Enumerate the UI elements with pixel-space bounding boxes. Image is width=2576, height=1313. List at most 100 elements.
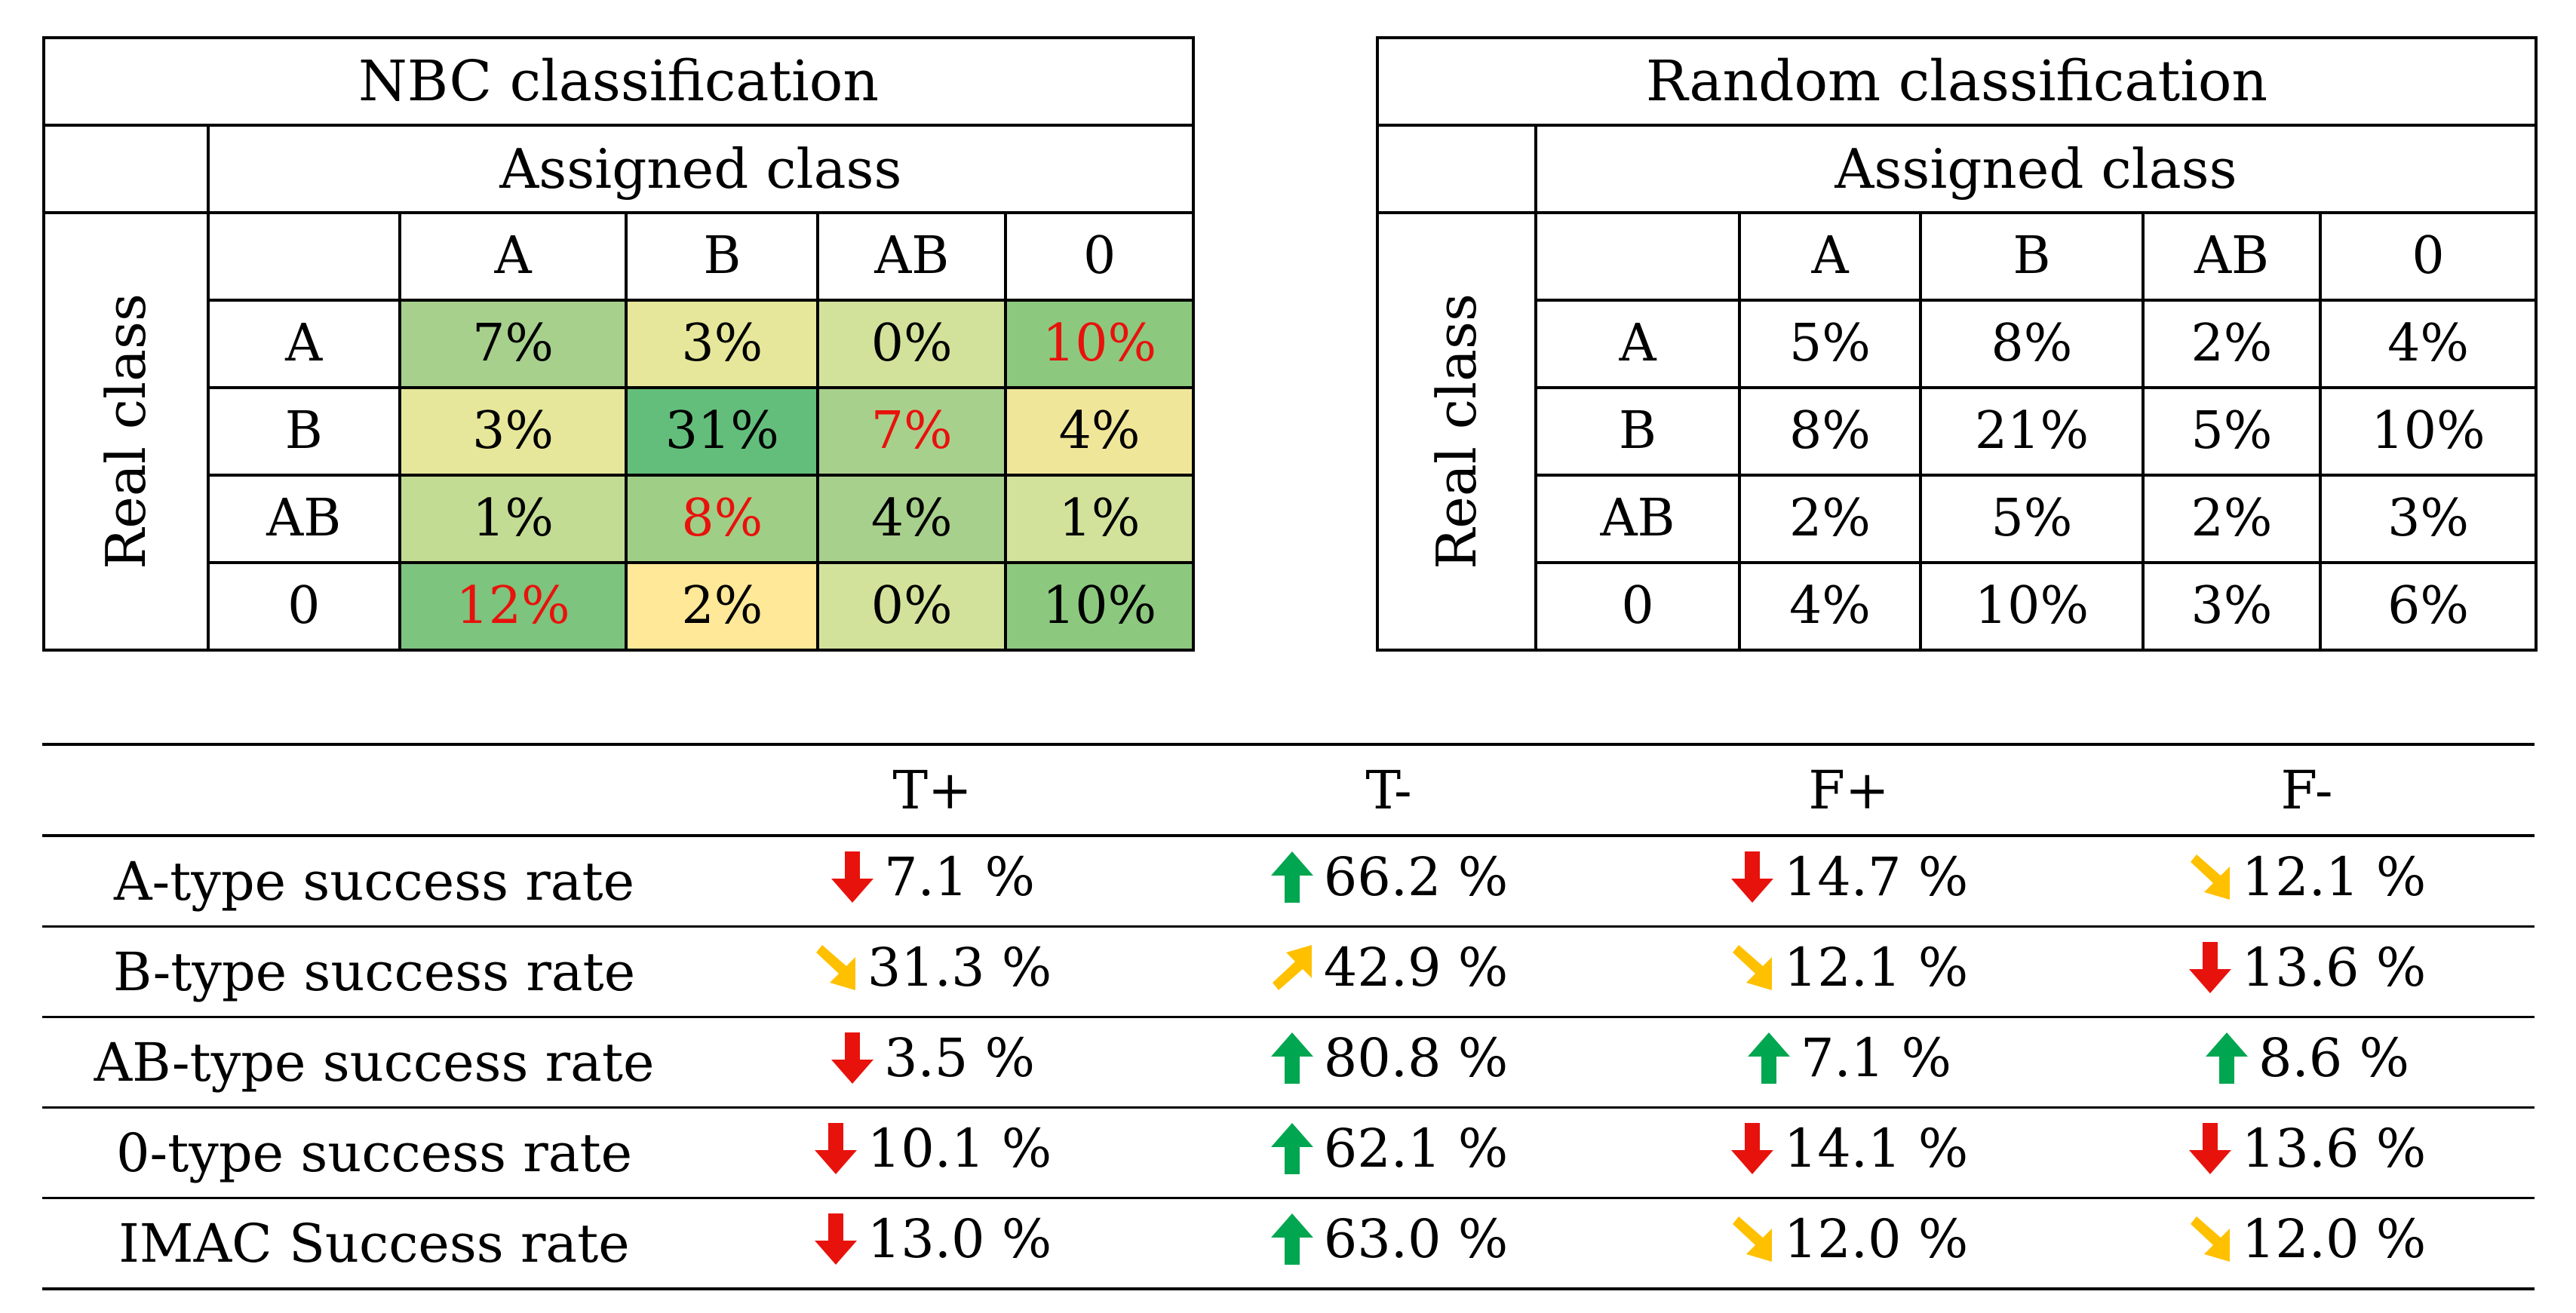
nbc-cell: 7% (816, 386, 1008, 477)
summary-row-label: AB-type success rate (42, 1017, 706, 1109)
summary-cell: 13.0 % (706, 1198, 1159, 1290)
summary-value: 10.1 % (867, 1118, 1052, 1180)
summary-value: 12.1 % (2241, 846, 2427, 908)
nbc-cell: 8% (625, 474, 820, 564)
random-col-header: 0 (2318, 211, 2538, 302)
random-col-header: A (1738, 211, 1922, 302)
arrow-down-icon (813, 1212, 858, 1266)
nbc-cell: 1% (1004, 474, 1195, 564)
nbc-cell: 31% (625, 386, 820, 477)
summary-col-header: T- (1159, 743, 1619, 837)
summary-value: 13.0 % (867, 1208, 1052, 1270)
random-cell: 2% (2142, 299, 2322, 389)
random-cell: 3% (2142, 561, 2322, 652)
nbc-row: B 3% 31% 7% 4% (44, 386, 1195, 477)
summary-row: IMAC Success rate 13.0 % 63.0 % 12.0 % 12.0 … (42, 1198, 2535, 1290)
nbc-col-header: AB (816, 211, 1008, 302)
success-rate-table: T+ T- F+ F- A-type success rate 7.1 % 66.2… (42, 743, 2535, 1290)
nbc-cell: 4% (1004, 386, 1195, 477)
summary-value: 31.3 % (867, 937, 1052, 999)
summary-cell: 63.0 % (1159, 1198, 1619, 1290)
random-cell: 4% (1738, 561, 1922, 652)
arrow-down-right-icon (1730, 1212, 1775, 1266)
random-col-header: AB (2142, 211, 2322, 302)
summary-cell: 12.1 % (2079, 836, 2535, 928)
arrow-up-right-icon (1270, 940, 1315, 995)
summary-cell: 42.9 % (1159, 926, 1619, 1018)
summary-cell: 7.1 % (1619, 1017, 2079, 1109)
nbc-cell: 3% (625, 299, 820, 389)
nbc-col-header: 0 (1004, 211, 1195, 302)
summary-cell: 8.6 % (2079, 1017, 2535, 1109)
random-row-label: 0 (1534, 561, 1741, 652)
summary-row-label: A-type success rate (42, 836, 706, 928)
summary-value: 3.5 % (883, 1027, 1036, 1089)
random-row: 0 4% 10% 3% 6% (1377, 561, 2538, 652)
nbc-cell: 12% (398, 561, 628, 652)
summary-cell: 14.1 % (1619, 1107, 2079, 1199)
summary-cell: 13.6 % (2079, 1107, 2535, 1199)
random-row: B 8% 21% 5% 10% (1377, 386, 2538, 477)
nbc-row-label: A (206, 299, 401, 389)
random-empty-header (1534, 211, 1741, 302)
summary-value: 14.1 % (1783, 1118, 1969, 1180)
summary-row-label: B-type success rate (42, 926, 706, 1018)
summary-empty-header (42, 743, 706, 837)
nbc-cell: 2% (625, 561, 820, 652)
nbc-cell: 4% (816, 474, 1008, 564)
summary-cell: 3.5 % (706, 1017, 1159, 1109)
summary-cell: 12.1 % (1619, 926, 2079, 1018)
summary-value: 12.1 % (1783, 937, 1969, 999)
nbc-assigned-class-header: Assigned class (206, 124, 1196, 214)
summary-row: 0-type success rate 10.1 % 62.1 % 14.1 % 13.… (42, 1107, 2535, 1199)
nbc-row-label: 0 (206, 561, 401, 652)
random-cell: 5% (1738, 299, 1922, 389)
arrow-down-right-icon (2188, 1212, 2233, 1266)
summary-value: 63.0 % (1323, 1208, 1509, 1270)
nbc-row-label: AB (206, 474, 401, 564)
arrow-down-icon (2188, 940, 2233, 995)
nbc-row: A 7% 3% 0% 10% (44, 299, 1195, 389)
summary-cell: 10.1 % (706, 1107, 1159, 1199)
nbc-cell: 3% (398, 386, 628, 477)
arrow-down-right-icon (813, 940, 858, 995)
nbc-title: NBC classification (42, 36, 1195, 127)
random-row: A 5% 8% 2% 4% (1377, 299, 2538, 389)
nbc-col-header: B (625, 211, 820, 302)
arrow-down-right-icon (2188, 850, 2233, 904)
nbc-row: 0 12% 2% 0% 10% (44, 561, 1195, 652)
summary-cell: 12.0 % (1619, 1198, 2079, 1290)
random-cell: 21% (1919, 386, 2145, 477)
summary-value: 62.1 % (1323, 1118, 1509, 1180)
summary-cell: 12.0 % (2079, 1198, 2535, 1290)
summary-value: 13.6 % (2241, 937, 2427, 999)
summary-row: B-type success rate 31.3 % 42.9 % 12.1 % 13.… (42, 926, 2535, 1018)
nbc-col-header: A (398, 211, 628, 302)
summary-value: 13.6 % (2241, 1118, 2427, 1180)
summary-value: 8.6 % (2258, 1027, 2410, 1089)
random-confusion-matrix: Random classification Assigned class Rea… (1375, 36, 2538, 652)
random-real-class-label: Real class (1376, 211, 1537, 652)
summary-value: 12.0 % (1783, 1208, 1969, 1270)
random-corner-cell (1376, 124, 1537, 213)
random-cell: 5% (2142, 386, 2322, 477)
summary-value: 80.8 % (1323, 1027, 1509, 1089)
summary-row: AB-type success rate 3.5 % 80.8 % 7.1 % 8.6 … (42, 1017, 2535, 1109)
nbc-row-label: B (206, 386, 401, 477)
summary-value: 14.7 % (1783, 846, 1969, 908)
random-cell: 2% (1738, 474, 1922, 564)
summary-value: 42.9 % (1323, 937, 1509, 999)
random-cell: 10% (1919, 561, 2145, 652)
nbc-cell: 10% (1004, 299, 1195, 389)
random-cell: 5% (1919, 474, 2145, 564)
summary-cell: 7.1 % (706, 836, 1159, 928)
arrow-up-icon (2204, 1031, 2249, 1085)
arrow-down-right-icon (1730, 940, 1775, 995)
nbc-empty-header (206, 211, 401, 302)
arrow-up-icon (1270, 1212, 1315, 1266)
random-assigned-class-header: Assigned class (1534, 124, 2538, 214)
random-cell: 2% (2142, 474, 2322, 564)
random-title: Random classification (1375, 36, 2538, 127)
summary-row-label: 0-type success rate (42, 1107, 706, 1199)
summary-cell: 31.3 % (706, 926, 1159, 1018)
